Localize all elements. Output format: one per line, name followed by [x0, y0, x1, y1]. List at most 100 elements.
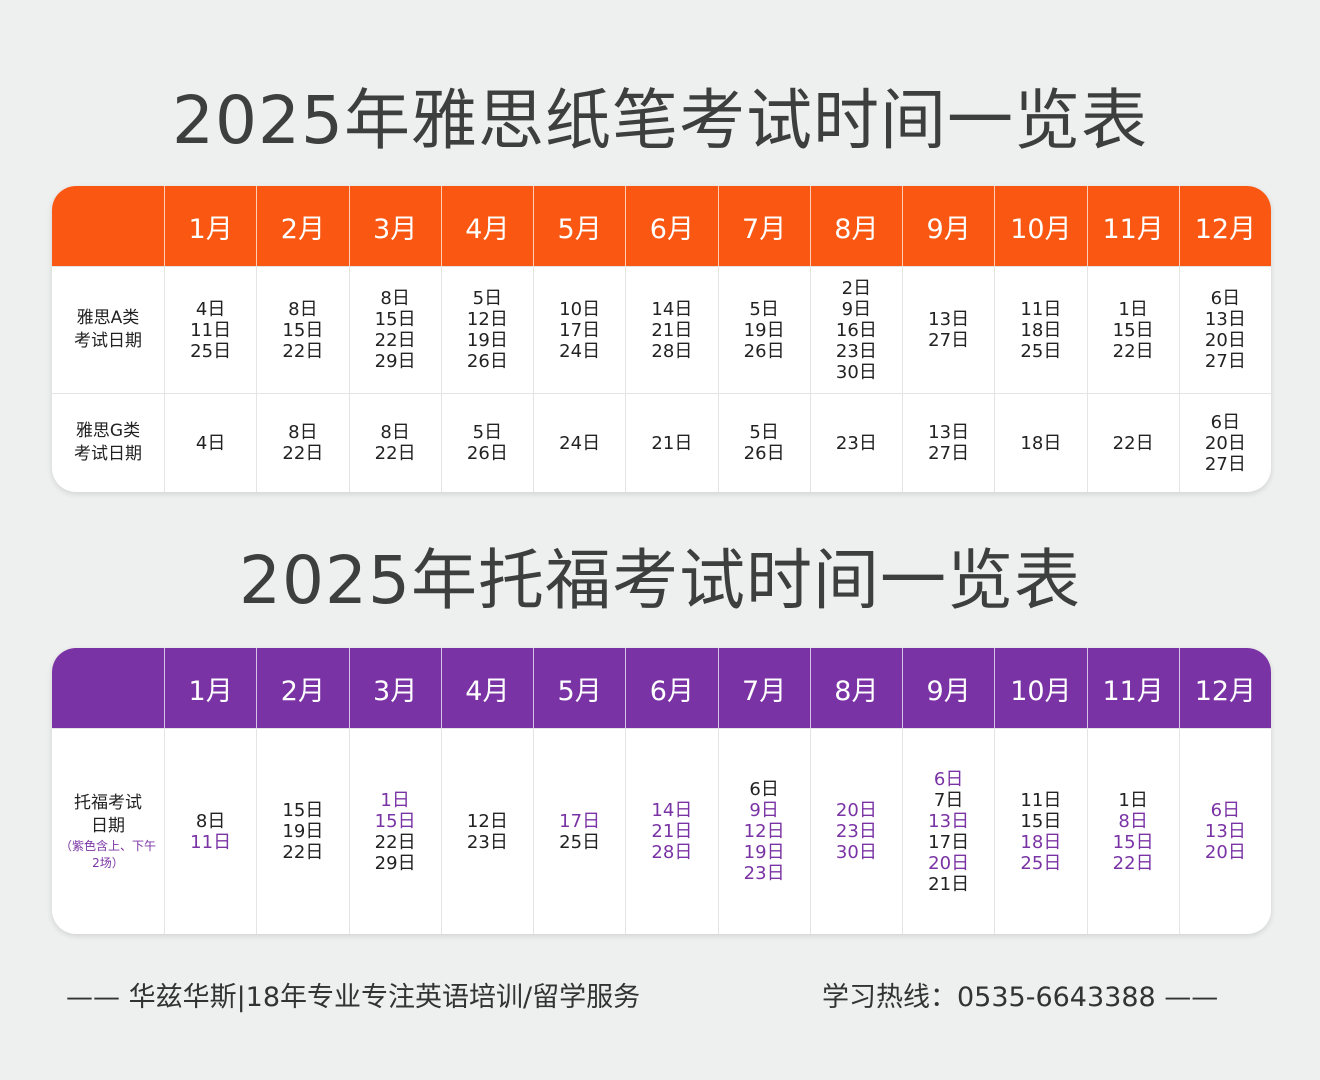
exam-date: 11日 — [190, 319, 232, 341]
month-header-11: 11月 — [1086, 186, 1179, 266]
month-header-10: 10月 — [994, 648, 1087, 728]
date-cell: 8日 11日 — [164, 728, 257, 934]
exam-date: 17日 — [559, 319, 601, 341]
exam-date: 15日 — [374, 810, 416, 832]
legend-note: （紫色含上、下午 — [59, 838, 156, 853]
date-cell: 6日 9日 12日 19日 23日 — [717, 728, 810, 934]
exam-date: 21日 — [651, 319, 693, 341]
exam-date: 27日 — [928, 330, 970, 351]
exam-date: 20日 — [928, 852, 970, 874]
toefl-title: 2025年托福考试时间一览表 — [239, 542, 1081, 619]
exam-date: 28日 — [651, 340, 693, 362]
month-header-3: 3月 — [348, 648, 441, 728]
exam-date: 25日 — [1020, 340, 1062, 362]
exam-date: 20日 — [835, 800, 877, 821]
row-label-line: 考试日期 — [74, 331, 142, 351]
exam-date: 22日 — [1112, 340, 1154, 362]
exam-date: 15日 — [282, 800, 324, 821]
month-header-8: 8月 — [809, 648, 902, 728]
exam-date: 23日 — [835, 432, 877, 454]
exam-date: 18日 — [1020, 319, 1062, 341]
month-header-1: 1月 — [164, 648, 257, 728]
month-header-9: 9月 — [902, 648, 995, 728]
exam-date: 19日 — [743, 842, 785, 863]
exam-date: 25日 — [559, 831, 601, 853]
exam-date: 12日 — [743, 821, 785, 842]
month-header-7: 7月 — [717, 186, 810, 266]
date-cell: 23日 — [809, 393, 902, 492]
exam-date: 6日 — [933, 768, 964, 790]
exam-date: 16日 — [835, 319, 877, 341]
month-header-12: 12月 — [1178, 186, 1271, 266]
month-header-2: 2月 — [256, 648, 349, 728]
exam-date: 23日 — [835, 340, 877, 362]
month-header-4: 4月 — [440, 186, 533, 266]
exam-date: 24日 — [559, 340, 601, 362]
exam-date: 30日 — [835, 842, 877, 863]
exam-date: 18日 — [1020, 432, 1062, 454]
month-header-7: 7月 — [717, 648, 810, 728]
date-cell: 2日 9日 16日 23日 30日 — [809, 266, 902, 393]
exam-date: 11日 — [1020, 789, 1062, 811]
footer: —— 华兹华斯|18年专业专注英语培训/留学服务 学习热线：0535-66433… — [0, 980, 1320, 1016]
date-cell: 8日 15日 22日 29日 — [348, 266, 441, 393]
footer-slogan: —— 华兹华斯|18年专业专注英语培训/留学服务 — [66, 982, 641, 1013]
exam-date: 26日 — [466, 443, 508, 464]
exam-date: 13日 — [928, 422, 970, 443]
date-cell: 5日 12日 19日 26日 — [440, 266, 533, 393]
exam-date: 4日 — [195, 298, 226, 320]
date-cell: 6日 7日 13日 17日 20日 21日 — [902, 728, 995, 934]
exam-date: 19日 — [282, 821, 324, 842]
row-label-line: 雅思G类 — [75, 421, 141, 441]
exam-date: 22日 — [1112, 432, 1154, 454]
row-label-line: 日期 — [91, 815, 125, 836]
row-label: 雅思A类考试日期 — [52, 266, 164, 393]
exam-date: 6日 — [1210, 288, 1241, 309]
header-corner — [52, 186, 164, 266]
exam-date: 6日 — [749, 779, 779, 800]
exam-date: 14日 — [651, 800, 693, 821]
exam-date: 13日 — [1204, 309, 1246, 330]
exam-date: 23日 — [466, 831, 508, 853]
exam-date: 22日 — [282, 443, 324, 464]
date-cell: 1日 8日 15日 22日 — [1086, 728, 1179, 934]
header-corner — [52, 648, 164, 728]
date-cell: 24日 — [533, 393, 626, 492]
exam-date: 15日 — [1112, 319, 1154, 341]
exam-date: 25日 — [1020, 852, 1062, 874]
month-header-4: 4月 — [440, 648, 533, 728]
date-cell: 14日 21日 28日 — [625, 728, 718, 934]
row-label-line: 考试日期 — [74, 444, 142, 464]
exam-date: 8日 — [288, 422, 318, 443]
ielts-schedule-table: 1月 2月 3月 4月 5月 6月 7月 8月 9月 10月 11月 12月 雅思A类 考试日期 4日 11日… — [52, 186, 1271, 492]
month-header-1: 1月 — [164, 186, 257, 266]
exam-date: 26日 — [743, 443, 785, 464]
exam-date: 10日 — [559, 298, 601, 320]
exam-date: 23日 — [743, 863, 785, 884]
exam-date: 29日 — [374, 852, 416, 874]
exam-date: 22日 — [282, 340, 324, 362]
exam-date: 20日 — [1204, 330, 1246, 351]
month-header-2: 2月 — [256, 186, 349, 266]
exam-date: 4日 — [195, 432, 226, 454]
toefl-schedule-table: 1月 2月 3月 4月 5月 6月 7月 8月 9月 10月 11月 12月 托福考试 日期 （紫色含上、下… — [52, 648, 1271, 934]
exam-date: 22日 — [1112, 852, 1154, 874]
exam-date: 22日 — [374, 831, 416, 853]
exam-date: 19日 — [743, 319, 785, 341]
exam-date: 26日 — [466, 351, 508, 372]
exam-date: 17日 — [928, 831, 970, 853]
exam-date: 1日 — [1118, 298, 1148, 320]
exam-date: 8日 — [380, 288, 410, 309]
month-header-11: 11月 — [1086, 648, 1179, 728]
month-header-5: 5月 — [533, 186, 626, 266]
row-label-line: 雅思A类 — [76, 308, 140, 328]
exam-date: 11日 — [190, 831, 232, 853]
ielts-title: 2025年雅思纸笔考试时间一览表 — [172, 82, 1148, 159]
date-cell: 11日 18日 25日 — [994, 266, 1087, 393]
date-cell: 21日 — [625, 393, 718, 492]
date-cell: 4日 — [164, 393, 257, 492]
exam-date: 30日 — [835, 361, 877, 383]
exam-date: 12日 — [466, 309, 508, 330]
exam-date: 20日 — [1204, 842, 1246, 863]
toefl-grid: 1月 2月 3月 4月 5月 6月 7月 8月 9月 10月 11月 12月 托福考试 日期 （紫色含上、下… — [52, 648, 1271, 934]
